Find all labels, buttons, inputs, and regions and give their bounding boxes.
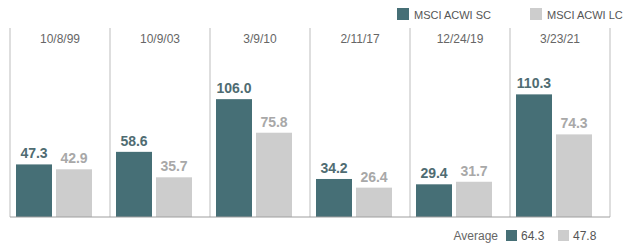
category-label: 3/9/10 [243,32,277,46]
data-label: 106.0 [216,80,251,96]
legend-swatch [530,8,542,20]
panel-separator [610,28,611,217]
category-label: 2/11/17 [340,32,379,46]
data-label: 35.7 [160,158,187,174]
panel-separator [210,28,211,217]
data-label: 31.7 [460,163,487,179]
average-value: 47.8 [573,229,597,243]
legend-label: MSCI ACWI SC [414,9,491,21]
baseline [10,217,610,218]
data-label: 42.9 [60,150,87,166]
bar [416,184,452,217]
chart: 10/8/99 47.3 42.9 10/9/03 58.6 35.7 3/9/10 106.… [0,0,631,251]
legend-swatch [397,8,409,20]
bar [56,169,92,217]
category-label: 3/23/21 [540,32,580,46]
panel-separator [410,28,411,217]
data-label: 26.4 [360,169,387,185]
bar [316,179,352,217]
category-label: 10/8/99 [40,32,80,46]
bar [556,134,592,217]
bar [356,188,392,217]
average-swatch [506,230,517,241]
data-label: 110.3 [517,75,551,91]
legend-label: MSCI ACWI LC [547,9,623,21]
average-value: 64.3 [521,229,545,243]
data-label: 34.2 [320,160,347,176]
bars [16,94,592,217]
data-label: 47.3 [20,145,47,161]
data-label: 58.6 [120,133,147,149]
bar [516,94,552,217]
average-swatch [558,230,569,241]
bar [116,152,152,217]
category-label: 10/9/03 [140,32,180,46]
data-label: 75.8 [260,114,287,130]
panel-separator [10,28,11,217]
panel-separator [510,28,511,217]
panel-separator [110,28,111,217]
bar [256,133,292,217]
bar [16,164,52,217]
category-label: 12/24/19 [437,32,484,46]
data-label: 74.3 [560,115,587,131]
average-label: Average [454,229,499,243]
bar [216,99,252,217]
panel-separator [310,28,311,217]
bar [456,182,492,217]
labels: 10/8/99 47.3 42.9 10/9/03 58.6 35.7 3/9/10 106.… [20,32,587,185]
data-label: 29.4 [420,165,447,181]
bar [156,177,192,217]
